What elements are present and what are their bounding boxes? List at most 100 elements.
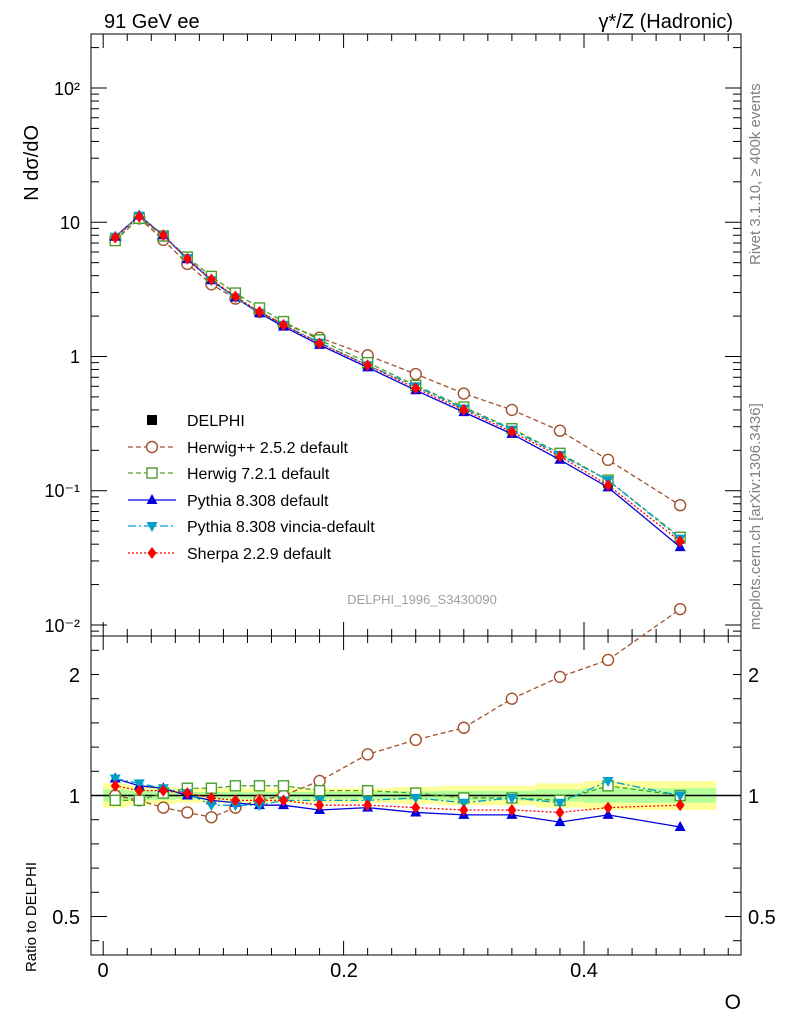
ratio-point-sherpa [411, 801, 421, 814]
ratio-point-herwigpp [181, 806, 194, 819]
rivet-label: Rivet 3.1.10, ≥ 400k events [747, 83, 764, 265]
legend-marker-vincia [146, 522, 158, 532]
ratio-y-tick-label: 0.5 [52, 907, 80, 929]
ratio-point-vincia [205, 801, 217, 812]
ratio-point-herwig7 [109, 794, 121, 807]
ratio-point-sherpa [555, 806, 565, 819]
legend-marker-herwig7 [146, 467, 158, 479]
main-line-herwigpp [114, 217, 681, 506]
x-tick-label: 0.4 [570, 960, 598, 982]
main-line-pythia [114, 214, 681, 548]
legend-label-vincia: Pythia 8.308 vincia-default [187, 519, 375, 536]
ratio-point-sherpa [110, 779, 120, 792]
legend-label-herwig7: Herwig 7.2.1 default [187, 466, 330, 483]
ratio-point-sherpa [363, 799, 373, 812]
ratio-point-herwigpp [601, 653, 615, 667]
header-left: 91 GeV ee [104, 11, 200, 33]
main-y-tick-labels: 10⁻² 10⁻¹ 1 10 10² [44, 79, 80, 636]
legend-label-delphi: DELPHI [187, 413, 245, 430]
main-line-sherpa [114, 215, 681, 542]
ratio-point-herwig7 [277, 780, 290, 792]
ratio-point-vincia [506, 793, 518, 804]
ratio-point-sherpa [279, 794, 288, 807]
legend-label-herwigpp: Herwig++ 2.5.2 default [187, 440, 349, 457]
analysis-watermark: DELPHI_1996_S3430090 [347, 592, 497, 607]
main-point-sherpa [507, 425, 517, 438]
ratio-point-herwig7 [229, 780, 242, 792]
ratio-point-herwigpp [409, 733, 422, 747]
ratio-point-vincia [410, 793, 422, 804]
ratio-line-sherpa [115, 785, 681, 814]
legend-marker-pythia [146, 494, 158, 504]
ratio-point-vincia [133, 779, 145, 790]
mcplots-label: mcplots.cern.ch [arXiv:1306.3436] [747, 403, 764, 630]
plot-marks [90, 33, 742, 956]
ratio-point-herwigpp [505, 692, 519, 705]
ratio-point-sherpa [254, 794, 264, 807]
y-tick-label: 1 [70, 347, 80, 367]
main-point-sherpa [206, 273, 216, 286]
main-point-sherpa [411, 382, 421, 395]
ratio-point-sherpa [134, 784, 144, 797]
legend-marker-herwigpp [145, 440, 159, 454]
main-point-sherpa [279, 318, 288, 331]
main-ylabel: N dσ/dO [21, 125, 43, 201]
header-right: γ*/Z (Hadronic) [599, 11, 733, 33]
main-point-sherpa [459, 403, 469, 416]
ratio-y-tick-label-right: 0.5 [748, 907, 776, 929]
ratio-y-tick-label: 2 [69, 665, 80, 687]
ratio-point-pythia [554, 816, 566, 827]
main-point-sherpa [675, 535, 685, 548]
ratio-point-herwig7 [205, 782, 218, 794]
main-point-sherpa [315, 337, 325, 350]
ratio-point-herwigpp [157, 801, 170, 814]
ratio-point-herwig7 [253, 780, 266, 792]
main-point-sherpa [110, 231, 120, 244]
main-point-herwigpp [409, 367, 422, 381]
ratio-point-sherpa [182, 787, 192, 800]
ratio-point-herwigpp [457, 721, 470, 734]
main-point-sherpa [158, 229, 168, 242]
ratio-point-sherpa [158, 784, 168, 797]
main-point-herwigpp [673, 499, 687, 512]
ratio-point-vincia [674, 791, 686, 802]
main-point-sherpa [134, 210, 144, 223]
ratio-point-herwigpp [313, 774, 326, 788]
main-point-sherpa [603, 479, 613, 492]
ratio-y-tick-label-right: 2 [748, 665, 759, 687]
main-point-sherpa [254, 305, 264, 318]
ratio-y-tick-labels: 0.5 1 2 0.5 1 2 [52, 665, 776, 929]
y-tick-label: 10² [54, 79, 80, 99]
ratio-point-vincia [458, 798, 470, 809]
main-point-herwigpp [601, 453, 615, 467]
ratio-point-sherpa [675, 799, 685, 812]
ratio-point-pythia [674, 820, 686, 831]
main-point-herwigpp [553, 424, 567, 437]
ratio-point-sherpa [206, 791, 216, 804]
ratio-ylabel: Ratio to DELPHI [23, 862, 40, 972]
main-point-herwigpp [505, 403, 519, 417]
main-point-sherpa [555, 450, 565, 463]
ratio-point-sherpa [230, 794, 240, 807]
ratio-point-sherpa [507, 804, 517, 817]
ratio-point-herwig7 [313, 784, 326, 797]
x-tick-labels: 0 0.2 0.4 [97, 960, 597, 982]
ratio-point-vincia [109, 774, 121, 785]
ratio-point-herwigpp [553, 670, 567, 684]
x-tick-label: 0 [97, 960, 108, 982]
ratio-point-vincia [554, 798, 566, 809]
ratio-point-herwigpp [673, 602, 687, 616]
y-tick-label: 10⁻² [44, 616, 80, 636]
legend-label-sherpa: Sherpa 2.2.9 default [187, 546, 332, 563]
ratio-point-sherpa [459, 804, 469, 817]
ratio-point-herwig7 [133, 794, 145, 807]
legend: DELPHI Herwig++ 2.5.2 default Herwig 7.2… [187, 413, 375, 563]
ratio-point-sherpa [603, 801, 613, 814]
ratio-point-vincia [602, 776, 614, 787]
ratio-point-herwigpp [361, 748, 374, 761]
x-axis-label: O [725, 991, 741, 1014]
ratio-point-pythia [602, 808, 614, 819]
ratio-point-sherpa [315, 799, 325, 812]
legend-marker-delphi [147, 415, 157, 425]
